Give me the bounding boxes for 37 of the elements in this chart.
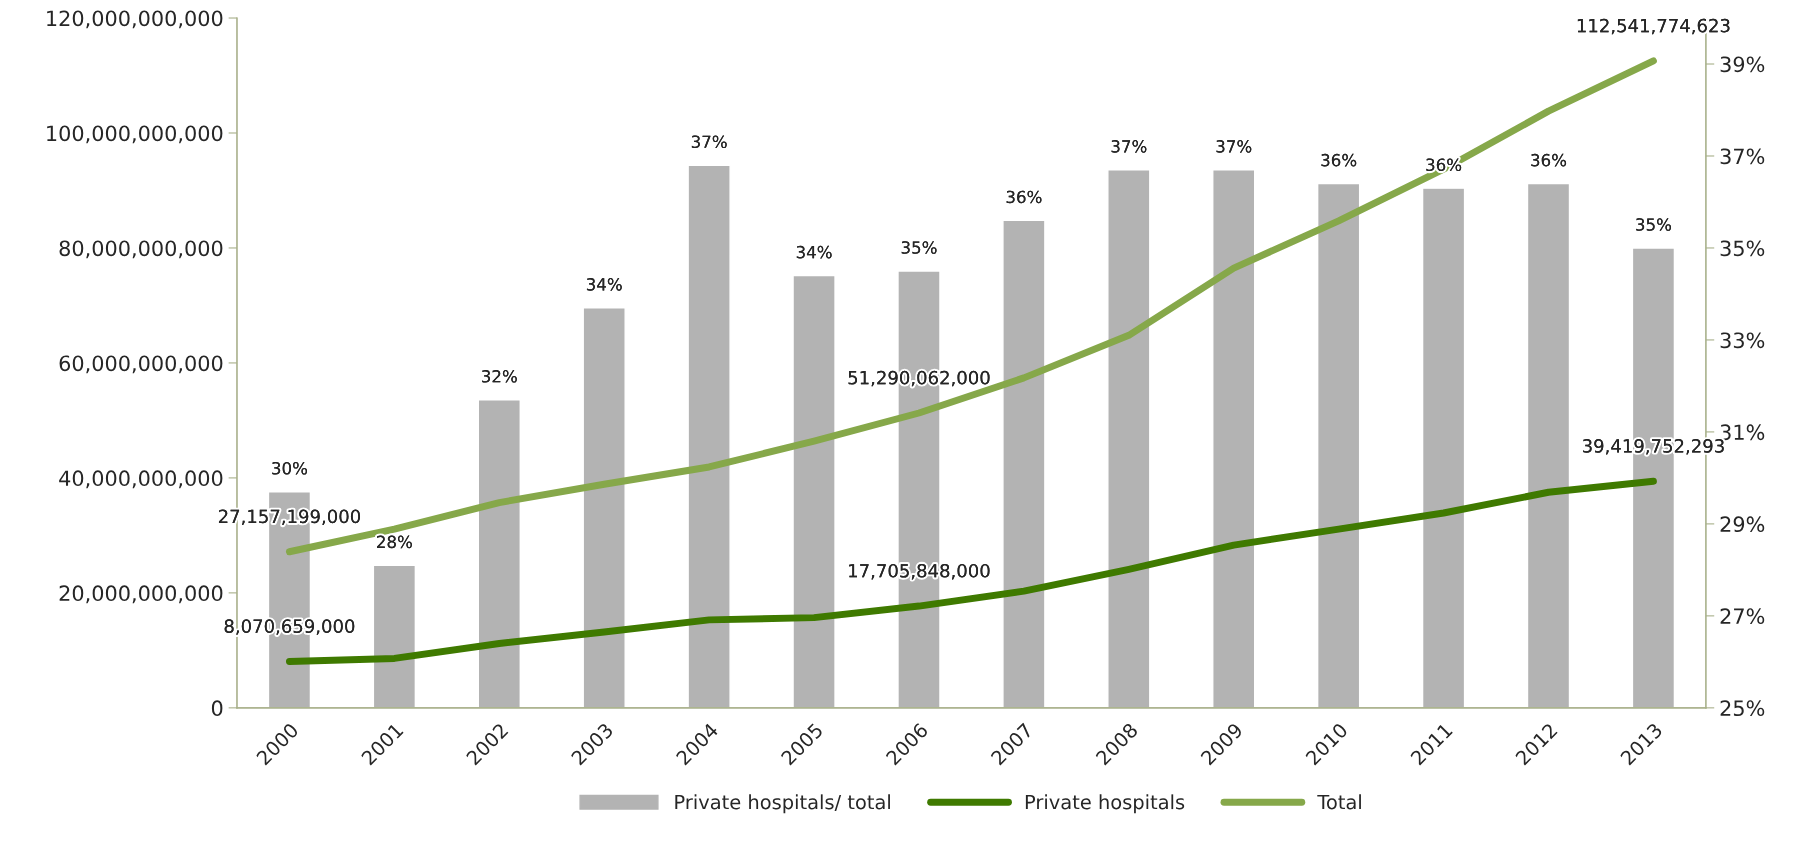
data-label: 37%: [1111, 140, 1147, 153]
legend-label: Private hospitals/ total: [675, 794, 890, 814]
y2-tick-label: 35%: [1720, 240, 1765, 257]
data-label: 30%: [272, 461, 308, 475]
y-tick-label: 100,000,000,000: [47, 125, 223, 144]
legend-label: Private hospitals: [1025, 794, 1185, 814]
data-label: 35%: [1636, 218, 1672, 231]
y2-tick-label: 25%: [1720, 700, 1765, 717]
data-label: 39,419,752,293: [1583, 439, 1724, 455]
y-tick-label: 80,000,000,000: [59, 240, 223, 259]
data-label: 51,290,062,000: [848, 370, 990, 387]
data-label: 37%: [691, 135, 727, 149]
y2-tick-label: 37%: [1720, 148, 1765, 165]
data-label: 17,705,848,000: [849, 563, 990, 580]
data-label: 37%: [1216, 140, 1252, 153]
data-label: 112,541,774,623: [1577, 18, 1730, 35]
data-label: 8,070,659,000: [224, 619, 355, 635]
y2-tick-label: 39%: [1720, 56, 1765, 73]
legend-label: Total: [1317, 794, 1361, 810]
y-tick-label: 120,000,000,000: [47, 10, 223, 29]
y2-tick-label: 33%: [1720, 332, 1765, 349]
data-label: 28%: [377, 535, 412, 549]
data-label: 34%: [796, 245, 832, 259]
y2-tick-label: 27%: [1720, 608, 1765, 625]
data-label: 27,157,199,000: [218, 509, 361, 526]
data-label: 36%: [1006, 190, 1042, 204]
data-label: 35%: [901, 241, 937, 254]
y2-tick-label: 31%: [1720, 424, 1765, 441]
y-tick-label: 40,000,000,000: [59, 470, 223, 489]
y-tick-label: 60,000,000,000: [59, 355, 223, 374]
data-label: 32%: [482, 370, 517, 383]
y2-tick-label: 29%: [1720, 516, 1765, 533]
y-tick-label: 0: [211, 700, 223, 717]
data-label: 36%: [1321, 153, 1357, 167]
data-label: 34%: [586, 278, 622, 291]
data-label: 36%: [1531, 153, 1567, 167]
y-tick-label: 20,000,000,000: [59, 585, 223, 604]
